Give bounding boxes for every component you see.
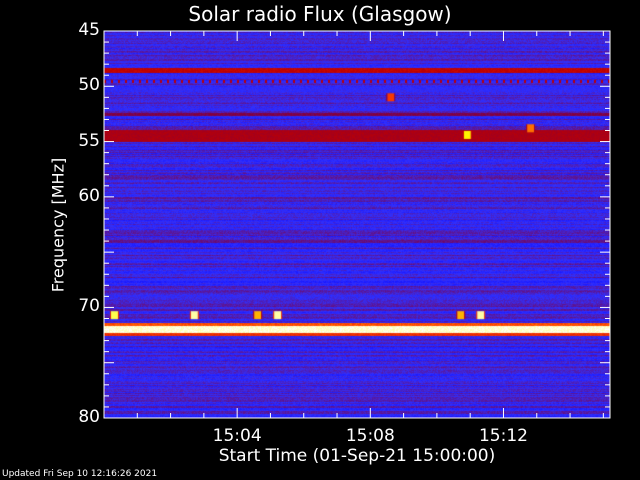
x-tick-label: 15:12 [478, 426, 528, 446]
y-tick-label: 60 [78, 185, 100, 206]
chart-title: Solar radio Flux (Glasgow) [188, 2, 452, 26]
y-axis-label: Frequency [MHz] [48, 157, 68, 293]
y-tick-label: 70 [78, 296, 100, 317]
plot-frame [103, 30, 611, 419]
spectrogram-heatmap [104, 31, 610, 418]
y-tick-label: 45 [78, 20, 100, 40]
x-tick-label: 15:04 [212, 426, 262, 446]
y-tick-label: 55 [78, 130, 100, 151]
x-tick-label: 15:08 [345, 426, 395, 446]
y-tick-label: 80 [78, 407, 100, 427]
updated-timestamp: Updated Fri Sep 10 12:16:26 2021 [2, 469, 158, 479]
x-axis-label: Start Time (01-Sep-21 15:00:00) [218, 446, 496, 466]
y-tick-label: 50 [78, 75, 100, 96]
